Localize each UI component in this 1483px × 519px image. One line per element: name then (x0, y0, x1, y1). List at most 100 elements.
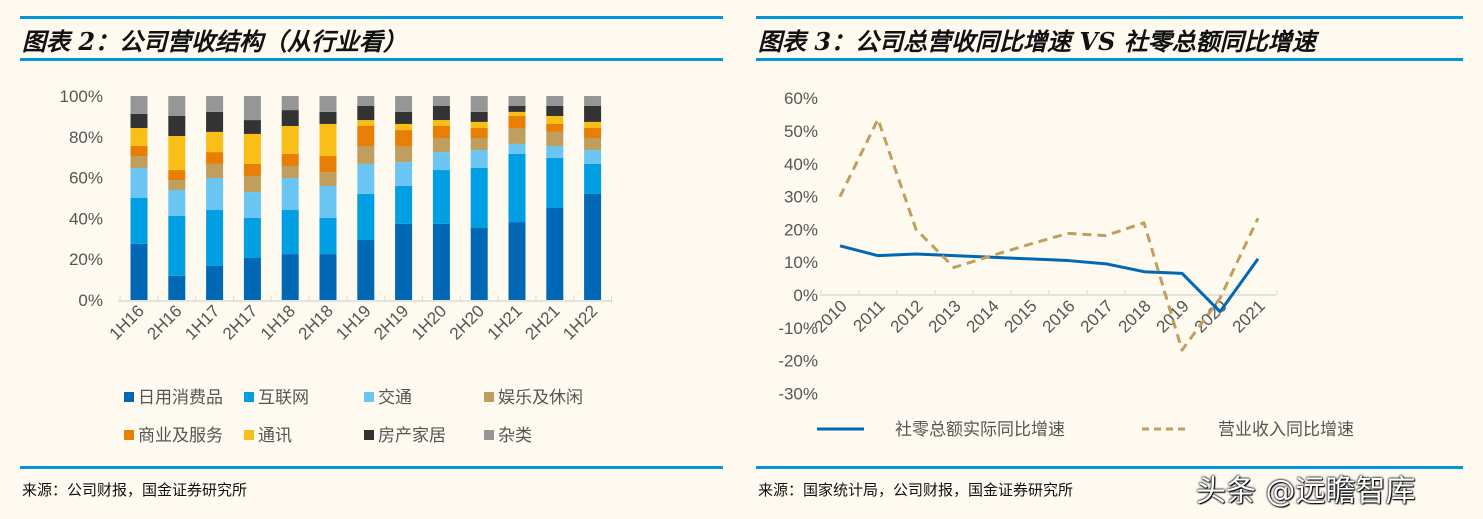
bar-segment-1H17-互联网 (206, 210, 224, 266)
bar-segment-2H21-通讯 (546, 115, 564, 124)
x-tick-label: 1H22 (559, 301, 601, 343)
bar-segment-2H16-商业及服务 (168, 170, 186, 181)
bar-segment-2H21-商业及服务 (546, 123, 564, 132)
x-tick-label: 2017 (1077, 296, 1117, 336)
legend-swatch-房产家居 (364, 430, 374, 440)
bar-segment-2H16-房产家居 (168, 115, 186, 136)
watermark: 头条 @远瞻智库 (1196, 474, 1416, 509)
x-tick-label: 2021 (1229, 296, 1269, 336)
bar-segment-1H21-互联网 (508, 153, 526, 223)
bar-segment-2H18-通讯 (319, 123, 337, 156)
bar-segment-1H19-杂类 (357, 96, 375, 106)
y-tick-label: 60% (784, 89, 818, 108)
bar-segment-1H16-娱乐及休闲 (130, 155, 148, 169)
bar-segment-2H20-日用消费品 (470, 227, 488, 300)
bar-segment-2H17-通讯 (243, 133, 261, 164)
bar-segment-1H19-互联网 (357, 193, 375, 241)
bar-segment-2H16-交通 (168, 190, 186, 216)
y-tick-label: -30% (778, 384, 818, 403)
bar-segment-1H17-交通 (206, 178, 224, 211)
bar-segment-2H17-娱乐及休闲 (243, 175, 261, 193)
left-source: 来源：公司财报，国金证券研究所 (22, 481, 248, 499)
y-tick-label: -10% (778, 319, 818, 338)
bar-segment-2H16-杂类 (168, 96, 186, 116)
y-tick-label: 0% (78, 291, 103, 310)
bar-segment-2H19-日用消费品 (395, 223, 413, 300)
bar-segment-2H19-互联网 (395, 185, 413, 224)
legend-label: 房产家居 (378, 426, 446, 445)
bar-segment-1H20-通讯 (432, 120, 450, 126)
bar-segment-1H16-互联网 (130, 198, 148, 244)
bar-segment-1H22-商业及服务 (584, 128, 602, 139)
bar-segment-2H19-通讯 (395, 123, 413, 131)
x-tick-label: 1H16 (106, 301, 148, 343)
bar-segment-2H19-娱乐及休闲 (395, 145, 413, 163)
bar-segment-1H16-通讯 (130, 128, 148, 146)
legend-label: 营业收入同比增速 (1218, 420, 1354, 439)
bar-segment-1H17-通讯 (206, 131, 224, 153)
bar-segment-1H22-房产家居 (584, 105, 602, 122)
bar-segment-1H20-房产家居 (432, 105, 450, 121)
x-tick-label: 1H21 (484, 301, 526, 343)
bar-segment-1H16-交通 (130, 168, 148, 198)
bar-segment-2H17-交通 (243, 192, 261, 218)
bar-segment-1H18-杂类 (281, 96, 299, 111)
divider (756, 16, 1463, 19)
x-tick-label: 1H20 (408, 301, 450, 343)
left-chart-title: 图表 2：公司营收结构（从行业看） (22, 27, 408, 56)
divider (756, 466, 1463, 469)
divider (756, 58, 1463, 61)
bar-segment-2H18-娱乐及休闲 (319, 172, 337, 186)
bar-segment-2H18-房产家居 (319, 111, 337, 124)
legend-swatch-互联网 (244, 392, 254, 402)
bar-segment-1H19-通讯 (357, 120, 375, 126)
right-chart-title: 图表 3：公司总营收同比增速 VS 社零总额同比增速 (758, 27, 1316, 56)
x-tick-label: 2H18 (295, 301, 337, 343)
bar-segment-2H21-娱乐及休闲 (546, 131, 564, 146)
bar-segment-1H22-娱乐及休闲 (584, 138, 602, 151)
bar-segment-2H17-杂类 (243, 96, 261, 121)
divider (20, 16, 723, 19)
bar-segment-2H18-商业及服务 (319, 155, 337, 173)
y-tick-label: 20% (69, 250, 103, 269)
x-tick-label: 2H17 (219, 301, 261, 343)
bar-segment-2H20-交通 (470, 150, 488, 169)
bar-segment-1H20-日用消费品 (432, 223, 450, 300)
bar-segment-2H19-商业及服务 (395, 130, 413, 146)
y-tick-label: 100% (60, 87, 103, 106)
legend-swatch-商业及服务 (124, 430, 134, 440)
bar-segment-1H17-商业及服务 (206, 152, 224, 164)
legend-swatch-通讯 (244, 430, 254, 440)
series-line-社零总额实际同比增速 (839, 244, 1260, 314)
bar-segment-2H20-房产家居 (470, 111, 488, 122)
bar-segment-2H18-日用消费品 (319, 254, 337, 300)
bar-segment-1H21-通讯 (508, 111, 526, 116)
bar-segment-1H21-商业及服务 (508, 115, 526, 129)
bar-segment-2H16-通讯 (168, 135, 186, 171)
x-tick-label: 2011 (850, 296, 889, 335)
divider (20, 58, 723, 61)
bar-segment-1H18-房产家居 (281, 110, 299, 126)
x-tick-label: 2H21 (521, 301, 563, 343)
bar-segment-2H19-交通 (395, 162, 413, 186)
y-tick-label: 10% (784, 253, 818, 272)
x-tick-label: 2016 (1039, 296, 1079, 336)
legend-swatch-杂类 (484, 430, 494, 440)
bar-segment-1H19-交通 (357, 163, 375, 194)
legend-label: 通讯 (258, 426, 292, 445)
bar-segment-1H17-日用消费品 (206, 265, 224, 300)
divider (20, 466, 723, 469)
bar-segment-2H16-日用消费品 (168, 275, 186, 300)
x-tick-label: 2012 (887, 296, 927, 336)
x-tick-label: 2H16 (143, 301, 185, 343)
y-tick-label: 50% (784, 122, 818, 141)
x-tick-label: 2H20 (446, 301, 488, 343)
bar-segment-2H20-互联网 (470, 168, 488, 228)
legend-label: 娱乐及休闲 (498, 388, 583, 407)
bar-segment-1H19-日用消费品 (357, 240, 375, 300)
bar-segment-1H19-房产家居 (357, 105, 375, 121)
bar-segment-2H17-房产家居 (243, 120, 261, 134)
x-tick-label: 2015 (1001, 296, 1041, 336)
bar-segment-2H20-通讯 (470, 121, 488, 129)
